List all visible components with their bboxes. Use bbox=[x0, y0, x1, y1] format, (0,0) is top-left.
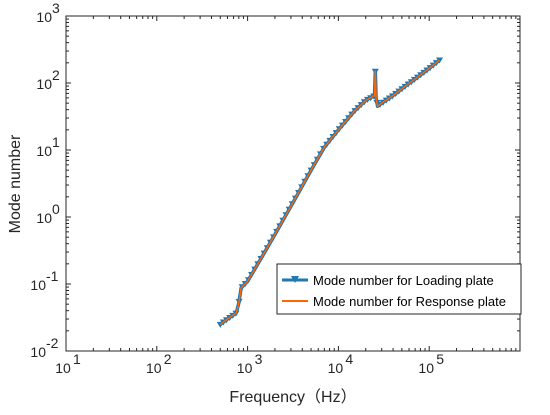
x-tick-label: 10 bbox=[146, 360, 162, 376]
y-tick-label: 10 bbox=[36, 76, 52, 92]
legend-marker-loading bbox=[291, 276, 299, 283]
y-tick-label-exponent: 2 bbox=[52, 67, 60, 83]
y-tick-label: 10 bbox=[30, 277, 46, 293]
x-tick-label: 10 bbox=[237, 360, 253, 376]
legend-box bbox=[276, 263, 522, 315]
series-layer bbox=[216, 57, 444, 328]
series-line-response-plate bbox=[219, 59, 441, 325]
x-tick-label-exponent: 5 bbox=[436, 351, 444, 367]
y-tick-label: 10 bbox=[36, 210, 52, 226]
y-axis-title: Mode number bbox=[7, 134, 24, 233]
x-tick-label-exponent: 1 bbox=[73, 351, 81, 367]
plot-frame bbox=[65, 15, 521, 352]
y-tick-label-exponent: -2 bbox=[46, 335, 59, 351]
y-tick-label: 10 bbox=[30, 344, 46, 360]
y-tick-label-exponent: 1 bbox=[52, 134, 60, 150]
y-tick-label-exponent: 0 bbox=[52, 201, 60, 217]
x-tick-label-exponent: 3 bbox=[255, 351, 263, 367]
x-tick-label-exponent: 4 bbox=[345, 351, 353, 367]
x-tick-label: 10 bbox=[328, 360, 344, 376]
legend: Mode number for Loading plate Mode numbe… bbox=[276, 263, 522, 315]
y-tick-label: 10 bbox=[36, 9, 52, 25]
legend-label-response: Mode number for Response plate bbox=[313, 294, 506, 309]
legend-label-loading: Mode number for Loading plate bbox=[313, 273, 494, 288]
x-tick-label: 10 bbox=[418, 360, 434, 376]
y-tick-label: 10 bbox=[36, 143, 52, 159]
tick-layer bbox=[65, 16, 521, 352]
y-tick-label-exponent: 3 bbox=[52, 0, 60, 16]
x-tick-label-exponent: 2 bbox=[164, 351, 172, 367]
x-tick-label: 10 bbox=[55, 360, 71, 376]
x-axis-title: Frequency（Hz） bbox=[229, 388, 356, 406]
y-tick-label-exponent: -1 bbox=[46, 268, 59, 284]
